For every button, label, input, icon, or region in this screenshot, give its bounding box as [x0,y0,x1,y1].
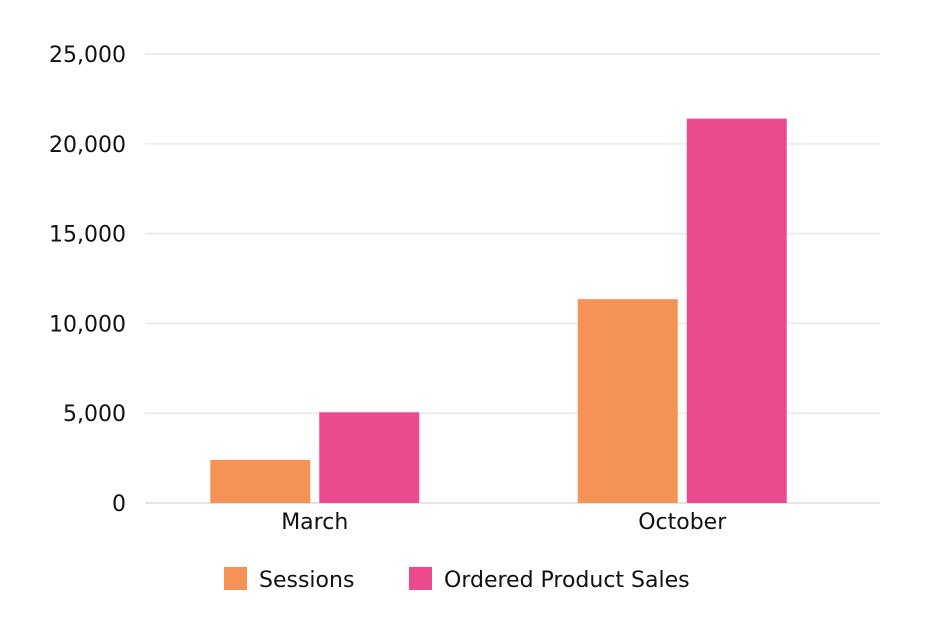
y-tick-label: 15,000 [49,223,126,248]
legend-swatch [224,567,247,590]
legend-item: Sessions [224,567,354,593]
bar-sessions-march [210,459,311,503]
y-tick-label: 10,000 [49,312,126,337]
bars [210,118,787,503]
y-axis-ticks: 0 5,000 10,000 15,000 20,000 25,000 [49,43,126,517]
legend-item: Ordered Product Sales [409,567,690,593]
y-tick-label: 20,000 [49,133,126,158]
legend: Sessions Ordered Product Sales [224,567,690,593]
x-axis-ticks: March October [281,510,727,535]
x-tick-label: October [638,510,727,535]
legend-label: Ordered Product Sales [444,568,690,593]
y-tick-label: 25,000 [49,43,126,68]
bar-ordered-product-sales-march [319,412,420,503]
legend-label: Sessions [259,568,354,593]
bar-ordered-product-sales-october [686,118,787,503]
legend-swatch [409,567,432,590]
y-tick-label: 0 [112,492,126,517]
y-tick-label: 5,000 [63,402,126,427]
x-tick-label: March [281,510,348,535]
bar-sessions-october [577,299,678,503]
